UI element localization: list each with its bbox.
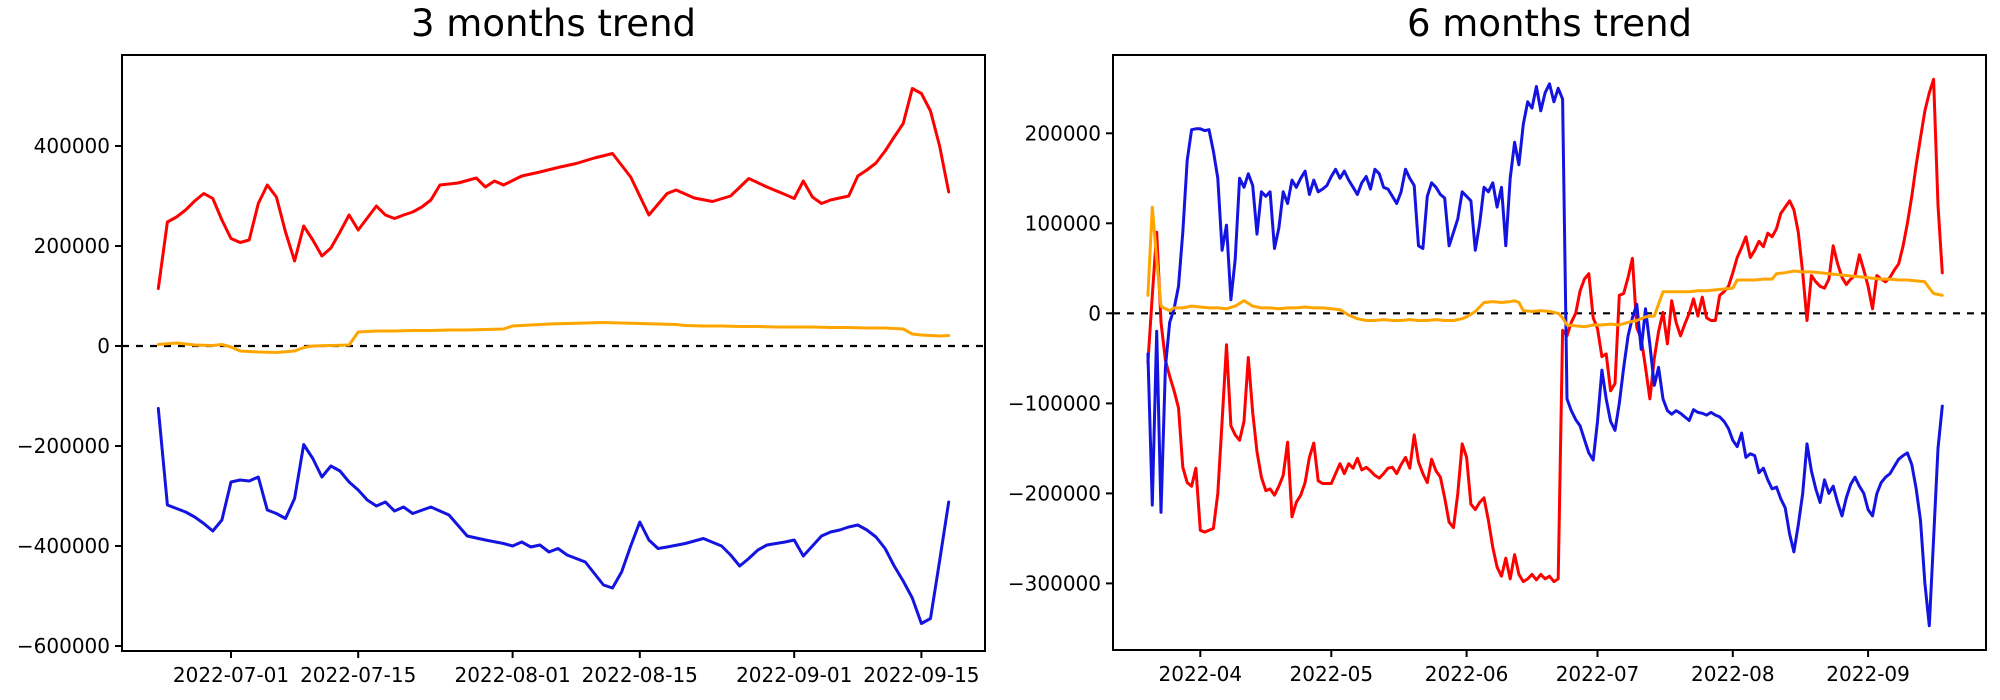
- x-tick-label: 2022-06: [1425, 662, 1509, 686]
- y-tick-label: −100000: [1008, 391, 1101, 415]
- series-line-blue: [1146, 82, 1944, 628]
- y-tick-label: 0: [1088, 301, 1101, 325]
- axes-6-months: 2022-04 2022-05 2022-06 2022-07 2022-08 2022-…: [1008, 54, 1987, 686]
- x-tick-label: 2022-08: [1691, 662, 1775, 686]
- series-line-red: [156, 87, 951, 290]
- y-tick-label: −400000: [17, 534, 110, 558]
- plot-frame: [121, 54, 986, 652]
- y-tick-label: −300000: [1008, 571, 1101, 595]
- axes-3-months: 2022-07-01 2022-07-15 2022-08-01 2022-08-15…: [17, 54, 986, 687]
- y-tick-label: 200000: [1025, 121, 1101, 145]
- y-tick-label: 400000: [34, 134, 110, 158]
- y-tick-label: −600000: [17, 634, 110, 658]
- x-tick-label: 2022-04: [1159, 662, 1243, 686]
- chart-title-3-months: 3 months trend: [410, 2, 697, 45]
- x-tick-label: 2022-09: [1826, 662, 1910, 686]
- x-tick-label: 2022-05: [1290, 662, 1374, 686]
- y-tick-label: 0: [97, 334, 110, 358]
- y-tick-label: 200000: [34, 234, 110, 258]
- series-line-orange: [156, 321, 951, 354]
- x-tick-label: 2022-07-01: [173, 663, 289, 687]
- series-line-blue: [156, 407, 951, 625]
- x-tick-label: 2022-08-15: [582, 663, 698, 687]
- series-line-orange: [1146, 205, 1944, 329]
- chart-title-6-months: 6 months trend: [1406, 2, 1693, 45]
- y-tick-label: −200000: [1008, 481, 1101, 505]
- y-tick-label: 100000: [1025, 211, 1101, 235]
- x-tick-label: 2022-09-01: [736, 663, 852, 687]
- x-tick-label: 2022-09-15: [863, 663, 979, 687]
- x-tick-label: 2022-07: [1556, 662, 1640, 686]
- y-tick-label: −200000: [17, 434, 110, 458]
- x-tick-label: 2022-07-15: [300, 663, 416, 687]
- series-line-red: [1146, 77, 1944, 584]
- x-tick-label: 2022-08-01: [454, 663, 570, 687]
- plot-frame: [1112, 54, 1987, 651]
